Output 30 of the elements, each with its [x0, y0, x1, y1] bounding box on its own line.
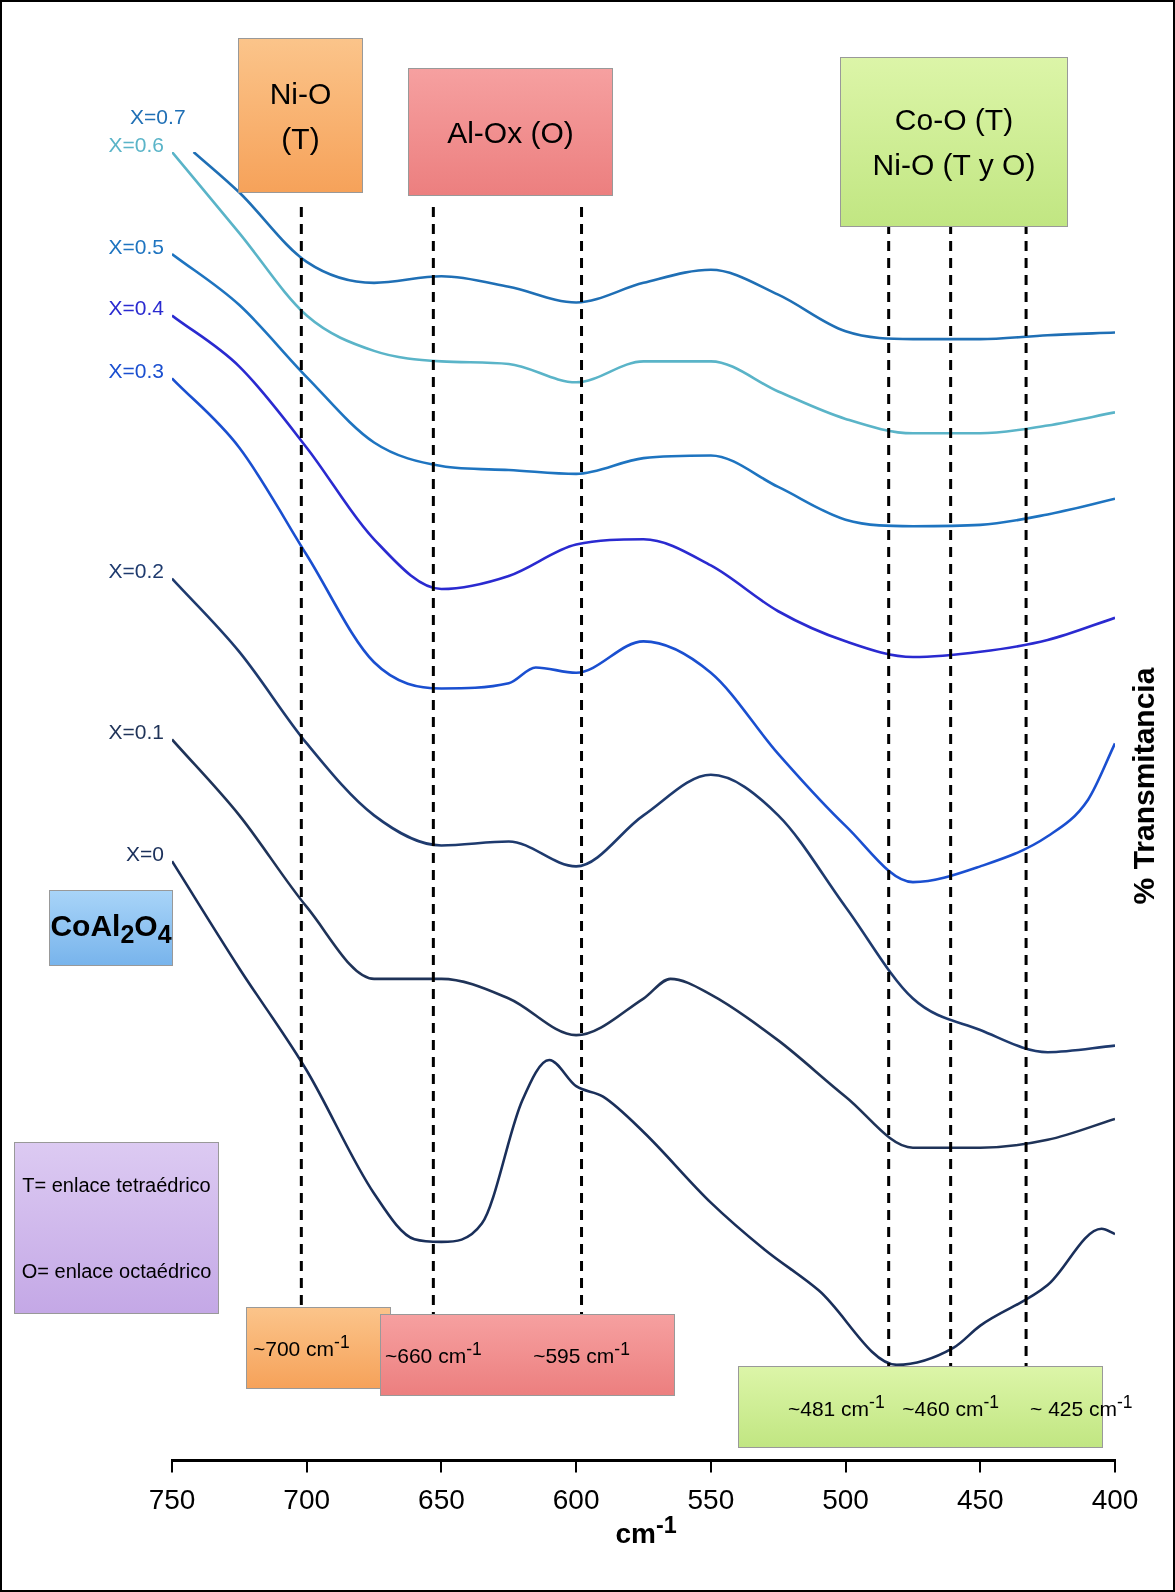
text: Al-Ox (O)	[447, 114, 574, 151]
series-label: X=0.1	[108, 720, 165, 744]
x-tick-label: 550	[687, 1483, 735, 1515]
series-label: X=0	[126, 841, 164, 865]
x-tick-label: 750	[148, 1483, 196, 1515]
ref-line-label: ~460 cm$^{-1}$	[902, 1392, 999, 1421]
annotation: O= enlace octaédrico	[21, 1259, 212, 1284]
text: CoAl$_{2}$O$_{4}$	[50, 907, 172, 950]
series-label: X=0.7	[130, 104, 186, 128]
annotation: T= enlace tetraédrico	[22, 1173, 211, 1198]
x-tick-label: 700	[283, 1483, 331, 1515]
x-axis-title: cm$^{-1}$	[615, 1512, 677, 1551]
ref-line-label: ~700 cm$^{-1}$	[252, 1332, 350, 1361]
x-tick-label: 650	[418, 1483, 465, 1515]
series-label: X=0.5	[108, 234, 165, 258]
series-label: X=0.4	[108, 296, 165, 320]
y-axis-title: % Transmitancia	[1127, 667, 1161, 905]
ref-line-label: ~ 425 cm$^{-1}$	[1030, 1392, 1133, 1421]
annotation: Co-O (T) Ni-O (T y O)	[872, 102, 1036, 183]
annotation: Ni-O (T)	[269, 75, 332, 157]
ref-line-label: ~481 cm$^{-1}$	[787, 1392, 885, 1421]
x-tick-label: 600	[552, 1483, 600, 1515]
x-tick-label: 400	[1091, 1483, 1139, 1515]
ref-line-label: ~660 cm$^{-1}$	[384, 1339, 482, 1368]
x-tick-label: 450	[956, 1483, 1004, 1515]
series-label: X=0.6	[108, 132, 165, 156]
series-label: X=0.2	[108, 559, 165, 583]
x-tick-label: 500	[822, 1483, 869, 1515]
series-label: X=0.3	[108, 359, 165, 383]
ref-line-label: ~595 cm$^{-1}$	[533, 1339, 630, 1368]
